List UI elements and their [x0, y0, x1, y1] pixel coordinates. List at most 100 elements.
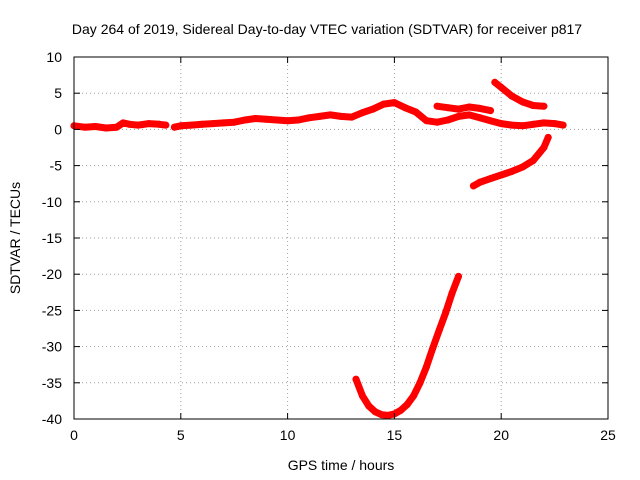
- data-point: [198, 120, 206, 128]
- data-point: [365, 402, 373, 410]
- data-point: [305, 114, 313, 122]
- data-point: [188, 121, 195, 129]
- data-point: [358, 392, 366, 400]
- data-point: [508, 167, 516, 175]
- data-series: [70, 78, 567, 419]
- data-point: [455, 105, 462, 113]
- data-point: [416, 379, 424, 387]
- data-point: [497, 120, 505, 128]
- data-point: [119, 119, 127, 127]
- data-point: [444, 104, 452, 112]
- data-point: [508, 92, 516, 100]
- x-tick-label: 25: [600, 427, 616, 443]
- y-tick-label: -40: [42, 411, 62, 427]
- data-point: [529, 102, 537, 109]
- y-axis-label: SDTVAR / TECUs: [7, 182, 23, 294]
- data-point: [371, 408, 379, 416]
- data-point: [519, 98, 527, 106]
- y-tick-label: -30: [42, 339, 62, 355]
- data-point: [162, 121, 170, 129]
- data-point: [476, 114, 484, 122]
- data-point: [448, 289, 456, 297]
- data-point: [397, 406, 405, 414]
- data-point: [230, 118, 238, 126]
- data-point: [348, 113, 356, 121]
- data-point: [529, 157, 537, 164]
- data-point: [113, 123, 121, 131]
- data-point: [401, 104, 409, 112]
- data-point: [369, 105, 377, 113]
- data-point: [540, 119, 548, 127]
- data-point: [294, 116, 302, 124]
- data-point: [81, 123, 89, 131]
- data-point: [241, 116, 249, 124]
- data-point: [551, 120, 559, 128]
- data-point: [390, 99, 398, 107]
- data-point: [209, 120, 217, 128]
- data-point: [469, 182, 477, 190]
- x-tick-label: 5: [177, 427, 185, 443]
- data-point: [508, 121, 516, 129]
- data-point: [403, 401, 411, 408]
- data-point: [91, 123, 99, 130]
- data-point: [273, 116, 281, 124]
- y-tick-label: -35: [42, 375, 62, 391]
- data-point: [155, 120, 163, 128]
- data-point: [540, 102, 548, 110]
- data-point: [497, 83, 505, 91]
- data-point: [337, 112, 345, 120]
- data-point: [316, 112, 324, 120]
- data-point: [102, 124, 110, 132]
- data-point: [487, 107, 494, 115]
- data-point: [465, 111, 473, 119]
- data-point: [326, 111, 334, 119]
- data-point: [487, 117, 494, 125]
- y-tick-label: 0: [54, 121, 62, 137]
- data-point: [358, 109, 366, 117]
- y-tick-label: 10: [46, 49, 62, 65]
- data-point: [544, 133, 552, 141]
- data-point: [126, 120, 133, 128]
- x-axis-label: GPS time / hours: [288, 457, 395, 473]
- data-point: [170, 123, 178, 131]
- y-tick-label: -5: [50, 158, 63, 174]
- data-point: [559, 121, 567, 129]
- data-point: [540, 144, 548, 151]
- data-point: [519, 163, 527, 171]
- data-point: [252, 115, 260, 122]
- data-point: [134, 121, 142, 129]
- y-tick-label: -10: [42, 194, 62, 210]
- data-point: [497, 171, 505, 179]
- data-point: [442, 309, 450, 317]
- chart-title: Day 264 of 2019, Sidereal Day-to-day VTE…: [72, 21, 582, 37]
- axis-ticks: 0 5 10 15 20 25 10 5 0 -5 -10 -15 -20 -25 -30 -35 -40: [42, 49, 616, 443]
- data-point: [422, 363, 430, 371]
- x-tick-label: 15: [387, 427, 403, 443]
- data-point: [145, 120, 153, 128]
- data-point: [476, 104, 484, 112]
- data-point: [465, 103, 473, 111]
- data-point: [529, 120, 537, 128]
- y-tick-label: 5: [54, 85, 62, 101]
- data-point: [444, 116, 452, 124]
- data-point: [412, 108, 420, 116]
- data-point: [378, 411, 386, 419]
- x-tick-label: 10: [280, 427, 296, 443]
- data-point: [519, 122, 527, 130]
- data-point: [352, 375, 360, 383]
- data-point: [455, 272, 462, 280]
- data-point: [262, 115, 270, 123]
- data-point: [491, 78, 499, 86]
- data-point: [380, 100, 388, 108]
- y-tick-label: -25: [42, 302, 62, 318]
- data-point: [284, 117, 292, 125]
- x-tick-label: 20: [493, 427, 509, 443]
- data-point: [384, 411, 392, 419]
- data-point: [429, 344, 437, 352]
- y-tick-label: -15: [42, 230, 62, 246]
- x-tick-label: 0: [70, 427, 78, 443]
- data-point: [433, 102, 441, 110]
- data-point: [177, 122, 185, 130]
